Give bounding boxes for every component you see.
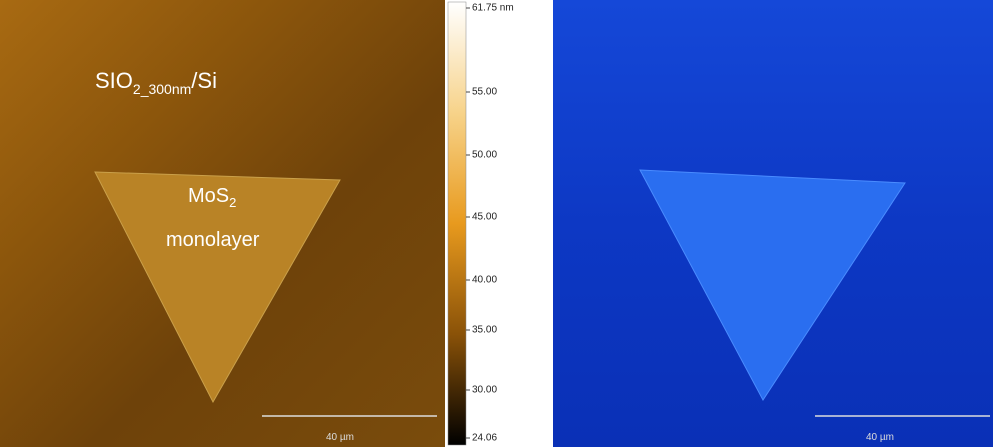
colorbar-label: 61.75 nm (472, 3, 514, 14)
colorbar-label: 30.00 (472, 385, 497, 396)
colorbar-label: 45.00 (472, 212, 497, 223)
colorbar-label: 24.06 (472, 433, 497, 444)
colorbar-label: 40.00 (472, 275, 497, 286)
colorbar (448, 2, 466, 445)
scale-bar-label: 40 µm (866, 432, 894, 443)
flake-label-line2: monolayer (166, 229, 260, 251)
colorbar-labels: 61.75 nm 55.00 50.00 45.00 40.00 35.00 30.00 24… (466, 3, 514, 444)
colorbar-label: 50.00 (472, 150, 497, 161)
scale-bar-label: 40 µm (326, 432, 354, 443)
figure: SIO2_300nm/Si MoS2 monolayer 40 µm 61.75… (0, 0, 993, 447)
colorbar-label: 55.00 (472, 87, 497, 98)
colorbar-label: 35.00 (472, 325, 497, 336)
flake-label: MoS2 (188, 185, 236, 210)
